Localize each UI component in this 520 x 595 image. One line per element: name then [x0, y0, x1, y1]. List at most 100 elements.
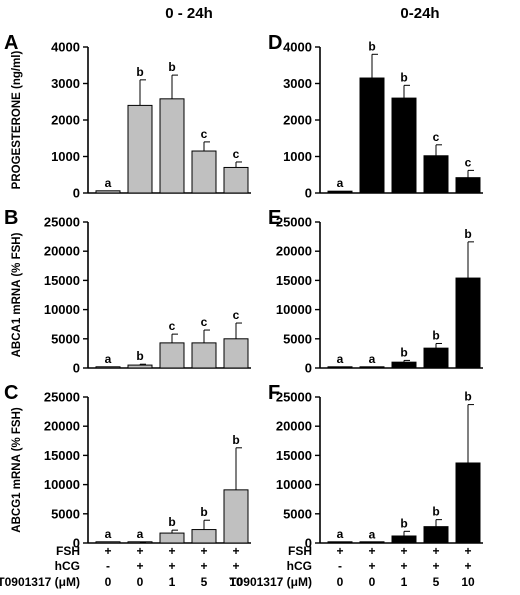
treatment-value: 5 — [433, 575, 440, 589]
significance-letter: b — [168, 515, 175, 529]
bar-E-3 — [391, 361, 417, 369]
panel-letter-C: C — [4, 382, 18, 404]
panel-letter-F: F — [268, 382, 280, 404]
significance-letter: b — [136, 65, 143, 79]
significance-letter: a — [105, 352, 112, 366]
panel-letter-D: D — [268, 32, 282, 54]
panel-F: F 0 5000 10000 15000 20000 25000 a a b b b — [268, 382, 483, 551]
y-tick-label: 15000 — [44, 273, 80, 288]
bar-A-2 — [127, 104, 153, 194]
treatment-value: + — [104, 544, 111, 558]
bar-D-2 — [359, 77, 385, 194]
treatment-value: + — [168, 544, 175, 558]
bar-B-3 — [159, 342, 185, 369]
panel-letter-A: A — [4, 32, 18, 54]
y-tick-label: 25000 — [276, 215, 312, 230]
treatment-value: + — [336, 544, 343, 558]
bar-C-4 — [191, 529, 217, 544]
y-tick-label: 0 — [73, 536, 80, 551]
treatment-value: + — [432, 559, 439, 573]
treatment-value: + — [432, 544, 439, 558]
y-tick-label: 0 — [305, 186, 312, 201]
significance-letter: c — [465, 155, 472, 169]
y-tick-label: 0 — [305, 361, 312, 376]
treatment-value: + — [400, 544, 407, 558]
treatment-value: 0 — [337, 575, 344, 589]
y-tick-label: 20000 — [44, 244, 80, 259]
significance-letter: b — [464, 390, 471, 404]
significance-letter: c — [169, 319, 176, 333]
panel-C: C ABCG1 mRNA (% FSH) 0 5000 10000 15000 20000 2… — [4, 382, 251, 551]
significance-letter: a — [369, 352, 376, 366]
y-tick-label: 4000 — [51, 40, 80, 55]
panel-B: B ABCA1 mRNA (% FSH) 0 5000 10000 15000 20000 2… — [4, 207, 251, 376]
y-tick-label: 0 — [305, 536, 312, 551]
bar-C-3 — [159, 532, 185, 544]
significance-letter: b — [232, 433, 239, 447]
significance-letter: a — [337, 176, 344, 190]
y-tick-label: 4000 — [283, 40, 312, 55]
y-tick-label: 15000 — [276, 448, 312, 463]
treatment-value: 1 — [169, 575, 176, 589]
treatment-value: - — [106, 559, 110, 573]
y-tick-label: 20000 — [276, 244, 312, 259]
bar-E-5 — [455, 277, 481, 369]
bar-A-4 — [191, 150, 217, 194]
y-tick-label: 1000 — [283, 149, 312, 164]
panel-letter-B: B — [4, 207, 18, 229]
y-tick-label: 0 — [73, 186, 80, 201]
bar-A-5 — [223, 166, 249, 194]
treatment-label: FSH — [288, 544, 312, 558]
treatment-value: + — [368, 559, 375, 573]
y-tick-label: 15000 — [44, 448, 80, 463]
panel-letter-E: E — [268, 207, 281, 229]
significance-letter: b — [464, 227, 471, 241]
treatment-value: + — [200, 544, 207, 558]
y-tick-label: 20000 — [44, 419, 80, 434]
significance-letter: c — [433, 130, 440, 144]
y-tick-label: 3000 — [51, 76, 80, 91]
bar-D-1 — [327, 190, 353, 194]
y-tick-label: 10000 — [276, 302, 312, 317]
bar-F-1 — [327, 541, 353, 544]
y-tick-label: 25000 — [276, 390, 312, 405]
significance-letter: a — [105, 527, 112, 541]
bar-A-3 — [159, 98, 185, 194]
treatment-value: + — [464, 559, 471, 573]
panel-D: D 0 1000 2000 3000 4000 a b b c c — [268, 32, 483, 201]
significance-letter: c — [201, 127, 208, 141]
treatment-value: + — [232, 559, 239, 573]
bar-B-4 — [191, 342, 217, 369]
treatment-value: + — [400, 559, 407, 573]
y-tick-label: 5000 — [283, 331, 312, 346]
treatment-label: hCG — [55, 559, 80, 573]
treatment-value: + — [168, 559, 175, 573]
bar-F-3 — [391, 535, 417, 544]
y-tick-label: 10000 — [276, 477, 312, 492]
y-tick-label: 0 — [73, 361, 80, 376]
significance-letter: b — [432, 328, 439, 342]
bar-B-5 — [223, 338, 249, 369]
y-tick-label: 5000 — [51, 506, 80, 521]
significance-letter: b — [136, 349, 143, 363]
significance-letter: c — [233, 308, 240, 322]
y-tick-label: 1000 — [51, 149, 80, 164]
significance-letter: b — [432, 505, 439, 519]
significance-letter: a — [105, 176, 112, 190]
treatment-value: + — [368, 544, 375, 558]
treatment-value: 0 — [369, 575, 376, 589]
y-tick-label: 2000 — [51, 113, 80, 128]
significance-letter: b — [400, 70, 407, 84]
y-axis-label-A: PROGESTERONE (ng/ml) — [11, 51, 23, 190]
bar-C-5 — [223, 489, 249, 544]
significance-letter: a — [337, 352, 344, 366]
significance-letter: c — [233, 147, 240, 161]
y-tick-label: 3000 — [283, 76, 312, 91]
y-tick-label: 5000 — [51, 331, 80, 346]
y-tick-label: 15000 — [276, 273, 312, 288]
bar-A-1 — [95, 190, 121, 194]
y-axis-label-C: ABCG1 mRNA (% FSH) — [11, 407, 23, 533]
